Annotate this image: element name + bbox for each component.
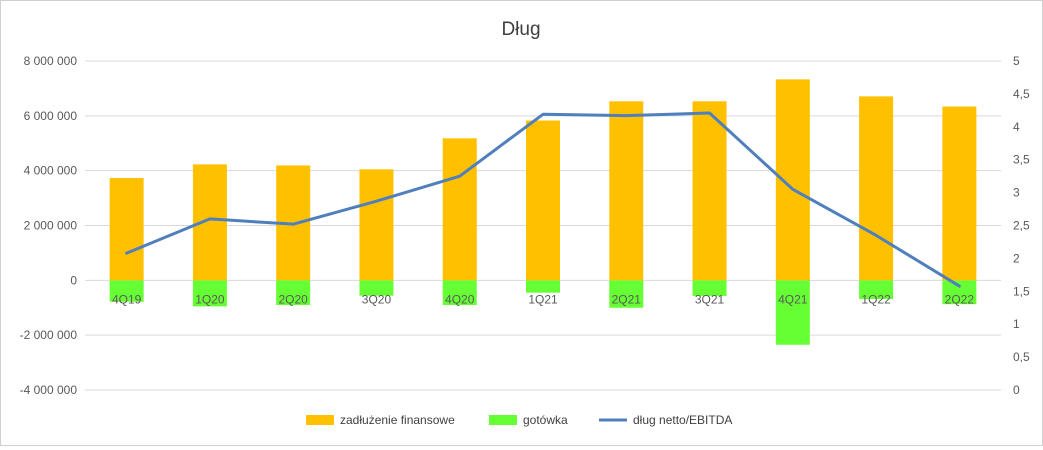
- chart-title: Dług: [501, 19, 540, 40]
- category-label: 3Q21: [695, 292, 725, 306]
- ratio-line: [125, 111, 961, 288]
- bar-cash: [859, 280, 894, 299]
- bar-cash: [192, 280, 227, 307]
- right-tick-label: 0: [1013, 383, 1020, 397]
- series-cash-bars: [109, 280, 977, 345]
- right-tick-label: 1,5: [1013, 284, 1030, 298]
- right-tick-label: 5: [1013, 54, 1020, 68]
- left-tick-label: 6 000 000: [24, 109, 78, 123]
- series-debt-bars: [109, 79, 977, 281]
- bar-debt: [109, 178, 144, 281]
- bar-debt: [526, 120, 560, 281]
- category-label: 1Q20: [195, 292, 225, 306]
- left-tick-label: 4 000 000: [24, 164, 78, 178]
- bar-debt: [442, 138, 477, 281]
- right-axis-ticks: 5 4,5 4 3,5 3 2,5 2 1,5 1 0,5 0: [1013, 54, 1030, 397]
- legend-label: gotówka: [523, 413, 568, 427]
- bar-cash: [109, 280, 144, 302]
- left-tick-label: 0: [70, 273, 77, 287]
- right-tick-label: 0,5: [1013, 350, 1030, 364]
- bar-cash: [609, 280, 644, 308]
- left-tick-label: -2 000 000: [20, 328, 78, 342]
- bar-cash: [359, 280, 394, 296]
- right-tick-label: 2,5: [1013, 219, 1030, 233]
- right-tick-label: 1: [1013, 317, 1020, 331]
- legend-label: dług netto/EBITDA: [633, 413, 732, 427]
- right-tick-label: 3,5: [1013, 153, 1030, 167]
- right-tick-label: 2: [1013, 251, 1020, 265]
- category-label: 3Q20: [362, 292, 392, 306]
- category-label: 2Q21: [612, 292, 642, 306]
- bar-cash: [442, 280, 477, 306]
- series-ratio-line: [125, 111, 961, 288]
- category-labels: 4Q19 1Q20 2Q20 3Q20 4Q20 1Q21 2Q21 3Q21 4Q21 1Q22…: [112, 292, 974, 306]
- bar-debt: [359, 169, 394, 281]
- category-label: 4Q20: [445, 292, 475, 306]
- left-axis-ticks: 8 000 000 6 000 000 4 000 000 2 000 000 0 -2 …: [20, 54, 78, 397]
- category-label: 2Q20: [279, 292, 309, 306]
- bar-cash: [942, 280, 977, 305]
- right-tick-label: 4: [1013, 120, 1020, 134]
- bar-cash: [775, 280, 810, 345]
- bar-debt: [609, 101, 644, 281]
- bar-debt: [692, 101, 727, 281]
- right-tick-label: 3: [1013, 186, 1020, 200]
- bar-cash: [276, 280, 311, 306]
- category-label: 4Q21: [778, 292, 808, 306]
- bar-cash: [692, 280, 727, 296]
- legend-label: zadłużenie finansowe: [340, 413, 455, 427]
- category-label: 2Q22: [945, 292, 975, 306]
- bar-cash: [526, 280, 560, 293]
- left-tick-label: 8 000 000: [24, 54, 78, 68]
- category-label: 4Q19: [112, 292, 142, 306]
- bar-debt: [859, 96, 894, 281]
- left-tick-label: 2 000 000: [24, 219, 78, 233]
- bar-debt: [942, 106, 977, 281]
- right-tick-label: 4,5: [1013, 87, 1030, 101]
- legend-swatch: [306, 415, 334, 425]
- category-label: 1Q22: [861, 292, 891, 306]
- legend: zadłużenie finansowe gotówka dług netto/EB…: [306, 413, 732, 427]
- left-tick-label: -4 000 000: [20, 383, 78, 397]
- category-label: 1Q21: [528, 292, 558, 306]
- legend-swatch: [489, 415, 517, 425]
